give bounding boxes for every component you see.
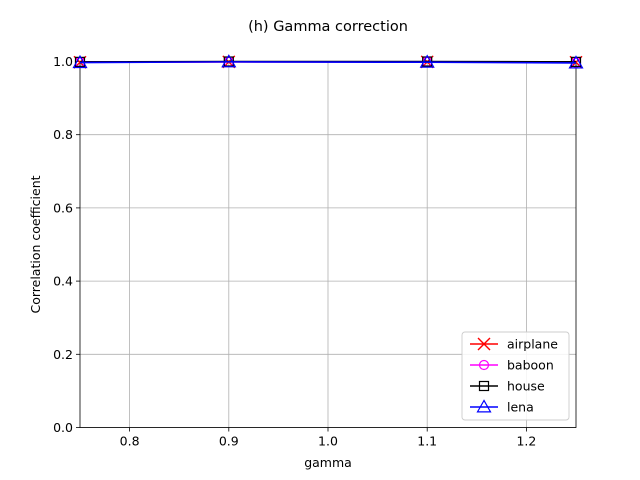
legend-item: lena: [470, 399, 534, 415]
data-point: [568, 55, 584, 69]
y-axis-label: Correlation coefficient: [28, 175, 43, 313]
legend-item: house: [470, 379, 545, 394]
legend-label: lena: [507, 400, 534, 415]
y-tick-label: 1.0: [53, 54, 73, 69]
legend: airplane baboon house lena: [461, 331, 570, 421]
y-tick-label: 0.4: [53, 274, 73, 289]
series-line: [79, 61, 577, 64]
legend-label: airplane: [507, 337, 558, 352]
legend-item: airplane: [470, 337, 558, 352]
legend-label: baboon: [507, 358, 554, 373]
series-group: [72, 54, 584, 69]
x-tick-label: 0.8: [120, 434, 140, 449]
legend-marker: [478, 359, 490, 371]
legend-marker: [478, 380, 490, 392]
legend-marker: [476, 399, 492, 413]
y-tick-label: 0.2: [53, 347, 73, 362]
data-point: [221, 54, 237, 68]
y-tick-label: 0.8: [53, 127, 73, 142]
legend-marker: [477, 337, 491, 351]
data-point: [419, 54, 435, 68]
marker-stroke: [477, 337, 491, 351]
legend-label: house: [507, 379, 545, 394]
x-tick-label: 0.9: [219, 434, 239, 449]
y-tick-label: 0.6: [53, 200, 73, 215]
x-axis-label: gamma: [304, 455, 352, 470]
x-tick-label: 1.1: [417, 434, 437, 449]
x-tick-label: 1.2: [516, 434, 536, 449]
y-tick-label: 0.0: [53, 420, 73, 435]
chart-title: (h) Gamma correction: [248, 19, 408, 35]
series-lena: [72, 54, 584, 69]
x-tick-label: 1.0: [318, 434, 338, 449]
data-point: [72, 54, 88, 69]
legend-item: baboon: [470, 358, 554, 373]
legend-box: [461, 331, 570, 421]
axis-ticks: 0.8 0.9 1.0 1.1 1.2 0.0 0.2 0.4 0.6 0.8 1.0: [53, 54, 536, 449]
